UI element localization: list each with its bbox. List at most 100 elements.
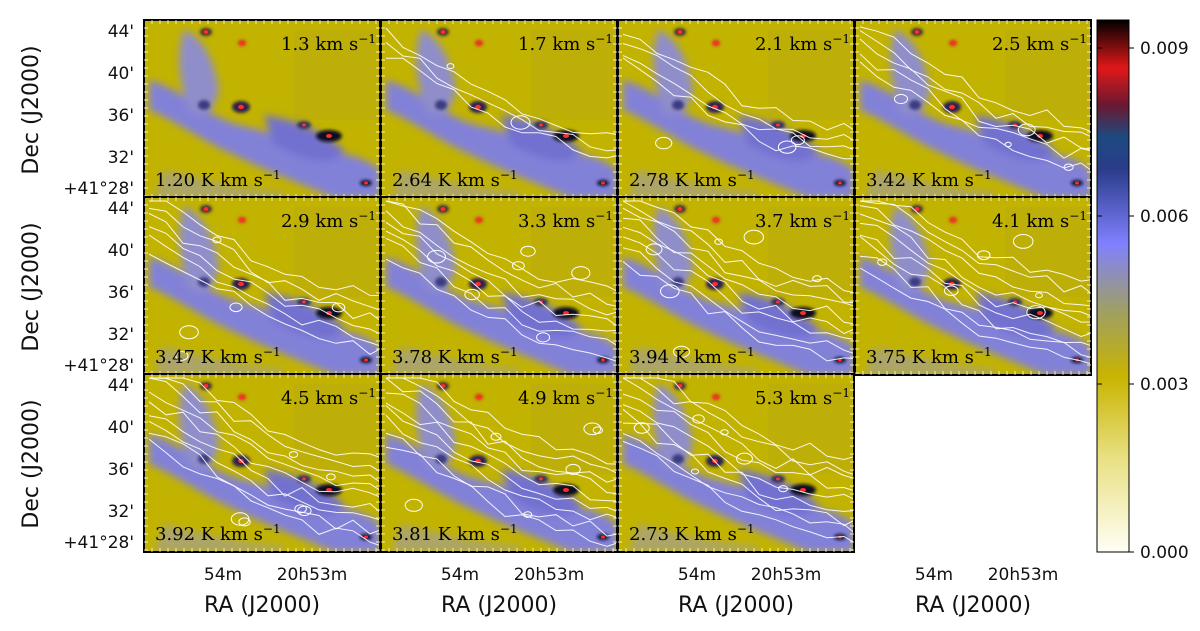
dec-tick-label: 32': [108, 325, 134, 345]
intensity-unit-exponent: −1: [974, 345, 992, 359]
contour-line: [149, 377, 380, 459]
contour-loop: [976, 250, 991, 261]
contour-loop: [1026, 305, 1046, 320]
contour-line: [385, 230, 617, 332]
channel-panel: 2.9 km s−1 3.47 K km s−1: [143, 196, 381, 376]
colorbar-gradient: [1096, 19, 1130, 553]
velocity-unit-exponent: −1: [1069, 209, 1087, 223]
velocity-label: 4.9 km s−1: [518, 386, 613, 409]
dec-tick-label: 36': [108, 460, 134, 480]
contour-loop: [583, 422, 602, 436]
intensity-unit-exponent: −1: [263, 345, 281, 359]
contour-line: [622, 408, 854, 512]
contour-loop: [1063, 163, 1074, 171]
contour-loop: [673, 345, 690, 358]
contour-loop: [230, 512, 250, 526]
velocity-label: 4.1 km s−1: [992, 209, 1087, 232]
dec-tick-label: 44': [108, 199, 134, 219]
velocity-label: 2.9 km s−1: [281, 209, 376, 232]
velocity-label: 3.7 km s−1: [755, 209, 850, 232]
contour-line: [622, 226, 854, 335]
intensity-unit-exponent: −1: [737, 345, 755, 359]
contour-line: [385, 446, 617, 547]
velocity-unit-exponent: −1: [832, 32, 850, 46]
contour-loop: [238, 517, 251, 527]
contour-line: [386, 377, 617, 474]
contour-line: [623, 377, 854, 476]
contour-line: [859, 38, 1091, 150]
velocity-label: 2.1 km s−1: [755, 32, 850, 55]
ra-tick-label: 20h53m: [514, 565, 585, 585]
integrated-intensity-label: 2.73 K km s−1: [629, 522, 755, 545]
contour-loop: [229, 302, 243, 313]
contour-line: [622, 432, 854, 534]
channel-panel: 5.3 km s−1 2.73 K km s−1: [617, 373, 855, 553]
contour-line: [148, 212, 380, 322]
contour-line: [385, 210, 617, 316]
channel-panel: 2.5 km s−1 3.42 K km s−1: [854, 19, 1092, 199]
contour-loop: [523, 511, 533, 518]
contour-loop: [427, 249, 446, 264]
velocity-unit-exponent: −1: [595, 32, 613, 46]
contour-line: [148, 207, 380, 311]
channel-panel: 1.3 km s−1 1.20 K km s−1: [143, 19, 381, 199]
contour-line: [385, 27, 617, 136]
contour-line: [385, 57, 617, 159]
contour-line: [385, 432, 617, 537]
integrated-intensity-label: 3.81 K km s−1: [392, 522, 518, 545]
dec-tick-label: +41°28': [63, 179, 134, 199]
dec-tick-label: 36': [108, 283, 134, 303]
contour-line: [622, 422, 854, 527]
velocity-unit-exponent: −1: [595, 386, 613, 400]
intensity-unit-exponent: −1: [263, 168, 281, 182]
contour-line: [623, 377, 854, 461]
intensity-unit-exponent: −1: [737, 168, 755, 182]
velocity-unit-exponent: −1: [358, 386, 376, 400]
velocity-unit-exponent: −1: [832, 386, 850, 400]
velocity-label: 2.5 km s−1: [992, 32, 1087, 55]
channel-panel: 4.9 km s−1 3.81 K km s−1: [380, 373, 618, 553]
panel-frame: [854, 196, 1092, 376]
contour-line: [385, 258, 617, 362]
contour-loop: [490, 432, 502, 441]
velocity-label: 3.3 km s−1: [518, 209, 613, 232]
velocity-unit-exponent: −1: [595, 209, 613, 223]
contour-line: [859, 234, 1091, 338]
intensity-unit-exponent: −1: [500, 345, 518, 359]
ra-tick-label: 54m: [204, 565, 242, 585]
integrated-intensity-label: 3.47 K km s−1: [155, 345, 281, 368]
panel-frame: [617, 373, 855, 553]
contour-loop: [778, 485, 789, 493]
contour-loop: [777, 140, 797, 154]
velocity-unit-exponent: −1: [832, 209, 850, 223]
contour-line: [148, 226, 380, 335]
contour-loop: [175, 351, 189, 361]
contour-line: [622, 33, 854, 131]
dec-tick-label: 32': [108, 502, 134, 522]
y-axis-title: Dec (J2000): [19, 399, 44, 528]
dec-tick-labels: 44'40'36'32'+41°28'44'40'36'32'+41°28'44…: [63, 22, 134, 553]
integrated-intensity-label: 3.92 K km s−1: [155, 522, 281, 545]
contour-loop: [1017, 123, 1036, 137]
velocity-unit-exponent: −1: [358, 32, 376, 46]
contour-loop: [645, 243, 663, 256]
contour-loop: [212, 236, 222, 244]
contour-loop: [790, 135, 805, 146]
channel-panel: 3.7 km s−1 3.94 K km s−1: [617, 196, 855, 376]
contour-line: [622, 393, 854, 492]
colorbar-tick-label: 0.009: [1140, 39, 1189, 59]
dec-tick-label: +41°28': [63, 533, 134, 553]
contour-line: [622, 43, 854, 142]
contour-line: [622, 236, 854, 340]
contour-loop: [877, 258, 888, 266]
contour-line: [148, 420, 380, 521]
contour-line: [622, 404, 854, 500]
dec-tick-label: 44': [108, 22, 134, 42]
contour-line: [385, 414, 617, 521]
contour-loop: [297, 505, 312, 517]
integrated-intensity-label: 3.42 K km s−1: [866, 168, 992, 191]
contour-loop: [331, 302, 346, 313]
velocity-unit-exponent: −1: [1069, 32, 1087, 46]
dec-tick-label: 40': [108, 418, 134, 438]
intensity-unit-exponent: −1: [974, 168, 992, 182]
